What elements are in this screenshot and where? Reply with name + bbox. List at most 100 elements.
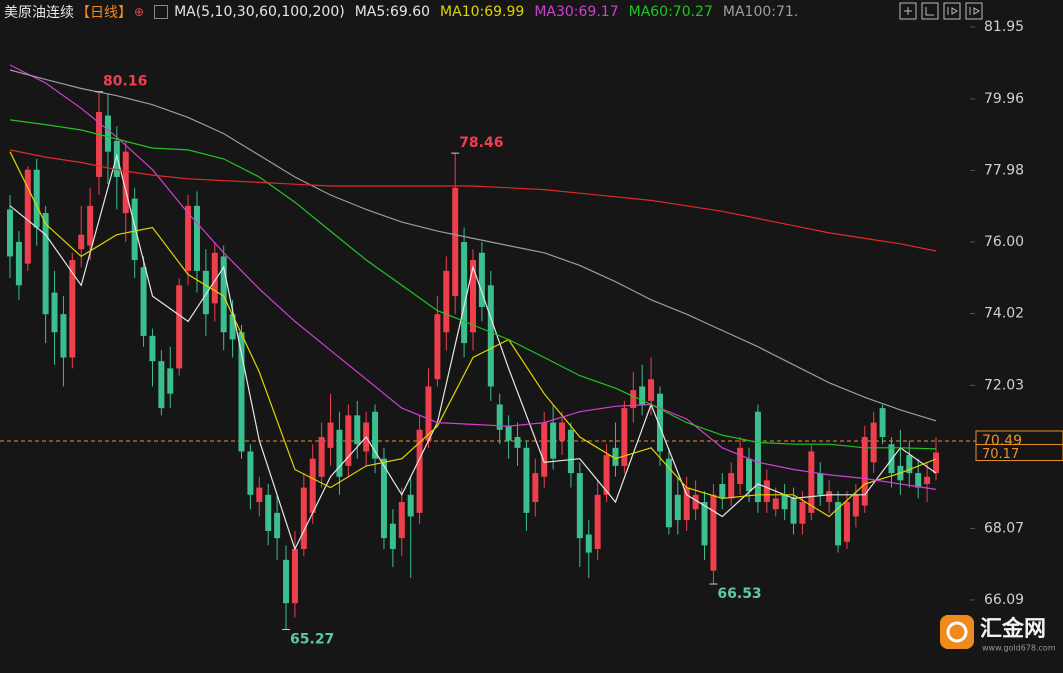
extreme-label: 80.16 [103,74,147,90]
settings-icon[interactable]: ⊕ [134,5,145,19]
indicator-icon[interactable] [154,5,169,19]
y-tick-label: 81.95 [984,19,1024,35]
candle-body [746,458,753,492]
watermark-logo [940,615,974,649]
candle-body [692,494,699,510]
watermark-logo-mark [946,621,968,643]
candle-body [274,512,281,539]
ma-line [9,152,937,551]
last-price-box [975,444,1063,462]
candle-body [843,502,850,542]
tool-button[interactable] [965,2,983,20]
toolbar [899,2,983,20]
candle-body [763,480,770,503]
watermark-brand: 汇金网 [980,616,1046,642]
candle-body [345,415,352,466]
candle-body [309,458,316,513]
tool-button[interactable] [899,2,917,20]
legend-entry: MA100:71. [722,4,799,20]
candle-body [389,523,396,549]
tool-button[interactable] [943,2,961,20]
candle-body [639,386,646,405]
ma-line [9,151,937,518]
y-tick-label: 76.00 [984,234,1024,250]
candle-body [452,187,459,297]
candle-body [69,260,76,358]
candle-body [656,393,663,452]
y-tick-label: 79.96 [984,91,1024,107]
candle-body [318,437,325,477]
extreme-label: 66.53 [717,586,761,602]
candle-body [603,455,610,495]
candle-body [176,285,183,369]
candle-body [434,314,441,380]
candle-body [861,437,868,506]
candle-body [594,494,601,549]
candle-body [772,498,779,510]
candle-body [496,404,503,430]
candle-body [140,267,147,336]
candle-body [60,314,67,358]
candle-body [648,379,655,401]
symbol-title: 美原油连续 [4,5,74,21]
candle-body [398,502,405,539]
candle-body [559,422,566,441]
candle-body [78,234,85,250]
candle-body [158,361,165,409]
ma-line [9,149,937,252]
header: 美原油连续 【日线】 ⊕ MA(5,10,30,60,100,200) MA5:… [4,3,808,21]
y-tick-label: 74.02 [984,305,1024,321]
candle-body [265,494,272,531]
candle-body [247,451,254,495]
candle-body [407,494,414,517]
candle-body [113,140,120,177]
candle-body [683,487,690,521]
legend-entry: MA10:69.99 [440,4,525,20]
extreme-label: 78.46 [459,135,503,151]
candle-body [674,494,681,521]
candle-body [96,111,103,177]
candle-body [924,476,931,484]
candle-body [327,422,334,448]
last-price-label: 70.17 [982,447,1019,462]
legend-entry: MA60:70.27 [628,4,713,20]
candle-body [193,205,200,271]
y-tick-label: 72.03 [984,377,1024,393]
period[interactable]: 【日线】 [76,5,132,21]
candle-body [122,151,129,214]
watermark-url: www.gold678.com [982,644,1056,653]
candle-body [505,426,512,441]
candle-body [567,429,574,474]
candle-body [737,447,744,484]
y-tick-label: 66.09 [984,592,1024,608]
candle-body [443,270,450,333]
y-tick-label: 68.07 [984,520,1024,536]
candle-body [870,422,877,463]
candle-body [470,260,476,333]
legend-entry: MA5:69.60 [354,4,431,20]
ma-line [9,119,937,450]
candle-body [879,408,886,438]
candle-body [202,270,209,315]
candle-body [541,422,548,477]
candle-body [514,437,521,448]
candle-body [612,447,619,466]
candle-body [461,241,468,344]
candle-body [24,169,31,264]
candle-body [33,169,40,228]
candle-body [817,473,824,495]
candle-body [621,408,628,466]
candle-body [808,451,815,513]
watermark: 汇金网 www.gold678.com [940,615,1056,653]
candle-body [532,473,539,503]
candle-body [131,198,138,261]
candle-body [238,332,245,452]
candle-body [781,494,788,510]
candle-body [585,534,592,553]
candle-body [283,559,290,604]
extreme-label: 65.27 [290,632,334,648]
tool-button[interactable] [921,2,939,20]
candle-body [906,455,913,474]
candle-body [487,285,494,387]
